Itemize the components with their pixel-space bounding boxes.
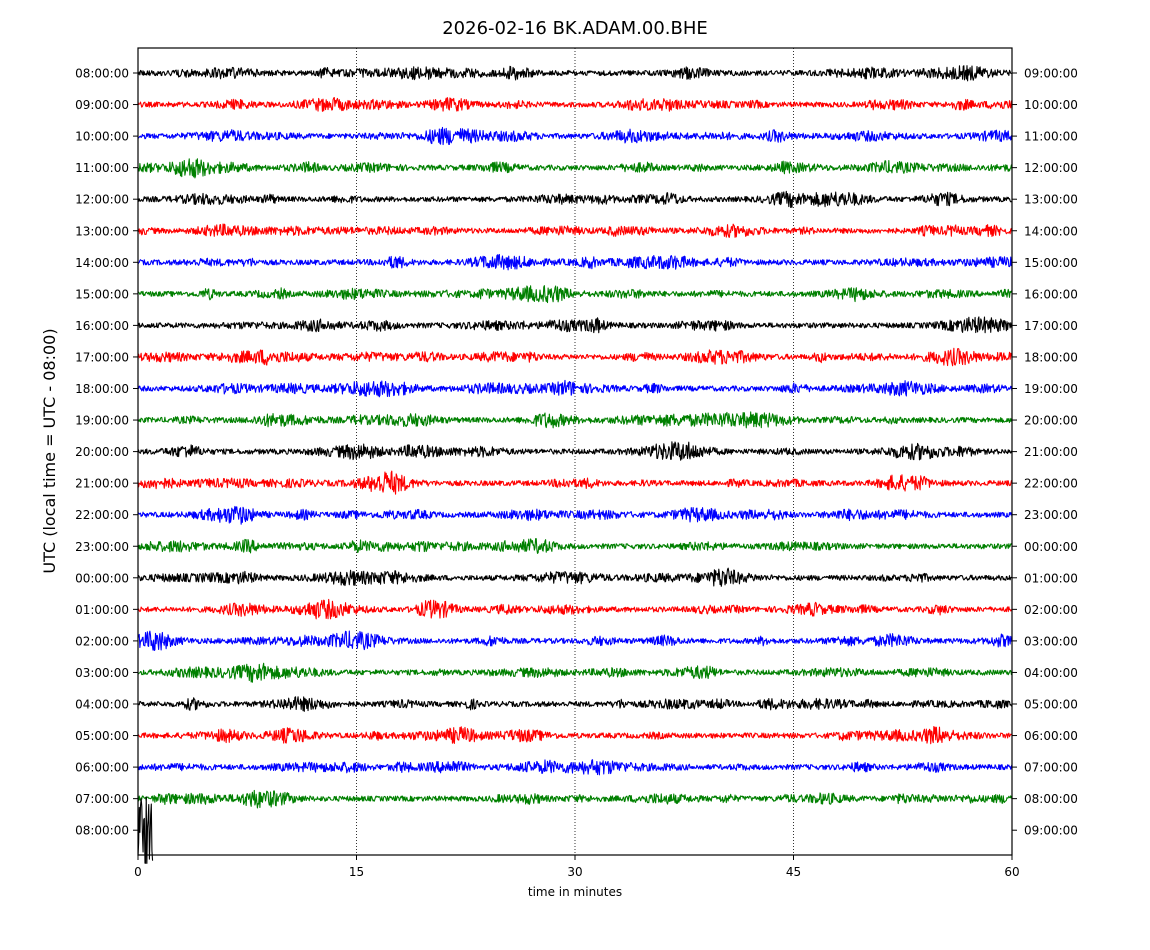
seismic-trace-row (137, 190, 1013, 208)
seismic-trace-row (137, 347, 1013, 367)
grid-lines (356, 48, 794, 855)
y-tick-label-right: 04:00:00 (1024, 666, 1078, 680)
y-tick-label-left: 08:00:00 (75, 67, 129, 81)
seismic-trace-row (137, 662, 1013, 683)
y-tick-label-right: 14:00:00 (1024, 224, 1078, 238)
seismic-traces (137, 65, 1013, 864)
seismic-trace-row (137, 65, 1012, 82)
y-tick-label-right: 09:00:00 (1024, 67, 1078, 81)
y-tick-label-left: 17:00:00 (75, 350, 129, 364)
y-tick-label-left: 09:00:00 (75, 98, 129, 112)
seismic-trace-row (137, 759, 1013, 776)
y-tick-label-right: 00:00:00 (1024, 540, 1078, 554)
seismic-trace-row (137, 630, 1013, 652)
y-tick-label-left: 19:00:00 (75, 414, 129, 428)
y-tick-label-left: 23:00:00 (75, 540, 129, 554)
y-tick-label-right: 06:00:00 (1024, 729, 1078, 743)
y-tick-label-left: 00:00:00 (75, 571, 129, 585)
y-tick-label-left: 05:00:00 (75, 729, 129, 743)
y-tick-label-left: 03:00:00 (75, 666, 129, 680)
y-tick-label-left: 16:00:00 (75, 319, 129, 333)
seismic-trace-row (137, 796, 154, 864)
y-tick-label-right: 05:00:00 (1024, 698, 1078, 712)
y-tick-label-left: 02:00:00 (75, 634, 129, 648)
y-tick-label-left: 21:00:00 (75, 477, 129, 491)
seismic-trace-row (137, 470, 1013, 495)
y-tick-label-left: 07:00:00 (75, 792, 129, 806)
y-tick-label-right: 21:00:00 (1024, 445, 1078, 459)
seismic-trace-row (137, 253, 1013, 271)
y-tick-label-right: 10:00:00 (1024, 98, 1078, 112)
y-tick-label-right: 09:00:00 (1024, 824, 1078, 838)
y-tick-label-right: 12:00:00 (1024, 161, 1078, 175)
y-tick-label-left: 11:00:00 (75, 161, 129, 175)
y-tick-label-left: 04:00:00 (75, 698, 129, 712)
y-tick-label-right: 17:00:00 (1024, 319, 1078, 333)
seismic-trace-row (137, 567, 1013, 587)
y-tick-label-right: 15:00:00 (1024, 256, 1078, 270)
y-tick-label-left: 18:00:00 (75, 382, 129, 396)
seismic-trace-row (137, 223, 1013, 238)
seismic-trace-row (137, 505, 1013, 525)
seismic-trace-row (137, 538, 1013, 554)
y-tick-label-right: 23:00:00 (1024, 508, 1078, 522)
seismic-trace-row (137, 696, 1013, 712)
y-tick-label-right: 01:00:00 (1024, 571, 1078, 585)
seismic-trace-row (137, 726, 1013, 745)
y-tick-label-right: 03:00:00 (1024, 634, 1078, 648)
y-tick-label-right: 22:00:00 (1024, 477, 1078, 491)
chart-title: 2026-02-16 BK.ADAM.00.BHE (442, 18, 708, 39)
y-tick-label-right: 07:00:00 (1024, 761, 1078, 775)
y-tick-label-right: 08:00:00 (1024, 792, 1078, 806)
x-tick-label: 0 (134, 865, 142, 879)
x-tick-label: 30 (567, 865, 582, 879)
y-tick-label-left: 14:00:00 (75, 256, 129, 270)
y-tick-label-left: 12:00:00 (75, 193, 129, 207)
y-tick-label-right: 20:00:00 (1024, 414, 1078, 428)
y-axis-label: UTC (local time = UTC - 08:00) (40, 328, 59, 573)
y-tick-label-right: 19:00:00 (1024, 382, 1078, 396)
y-tick-label-right: 13:00:00 (1024, 193, 1078, 207)
y-tick-label-right: 11:00:00 (1024, 130, 1078, 144)
seismic-trace-row (137, 316, 1013, 334)
seismic-trace-row (137, 411, 1013, 429)
seismic-trace-row (137, 285, 1013, 304)
x-tick-label: 45 (786, 865, 801, 879)
plot-frame (137, 47, 1013, 856)
y-tick-label-right: 02:00:00 (1024, 603, 1078, 617)
x-tick-label: 15 (349, 865, 364, 879)
y-tick-label-left: 13:00:00 (75, 224, 129, 238)
y-tick-label-left: 20:00:00 (75, 445, 129, 459)
seismic-trace-row (137, 158, 1013, 179)
x-axis-label: time in minutes (528, 885, 622, 899)
y-tick-label-right: 18:00:00 (1024, 350, 1078, 364)
y-tick-label-right: 16:00:00 (1024, 287, 1078, 301)
y-tick-label-left: 01:00:00 (75, 603, 129, 617)
seismic-trace-row (137, 97, 1013, 112)
seismic-trace-row (137, 379, 1013, 398)
y-tick-label-left: 06:00:00 (75, 761, 129, 775)
axis-ticks: 08:00:00 09:00:00 09:00:00 10:00:00 10:00:00… (75, 67, 1078, 880)
y-tick-label-left: 10:00:00 (75, 130, 129, 144)
y-tick-label-left: 15:00:00 (75, 287, 129, 301)
y-tick-label-left: 22:00:00 (75, 508, 129, 522)
seismic-trace-row (137, 598, 1013, 620)
seismic-trace-row (137, 126, 1013, 146)
x-tick-label: 60 (1004, 865, 1019, 879)
seismic-trace-row (137, 789, 1013, 809)
y-tick-label-left: 08:00:00 (75, 824, 129, 838)
seismic-trace-row (137, 441, 1013, 461)
